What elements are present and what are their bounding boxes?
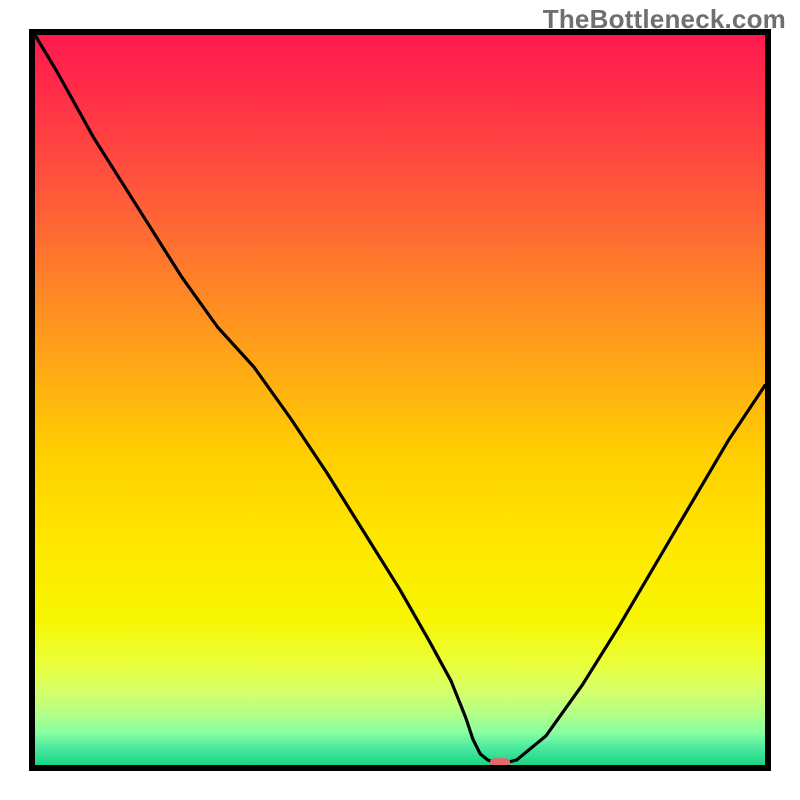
plot-background xyxy=(35,35,765,765)
bottleneck-chart xyxy=(0,0,800,800)
watermark-text: TheBottleneck.com xyxy=(543,4,786,35)
